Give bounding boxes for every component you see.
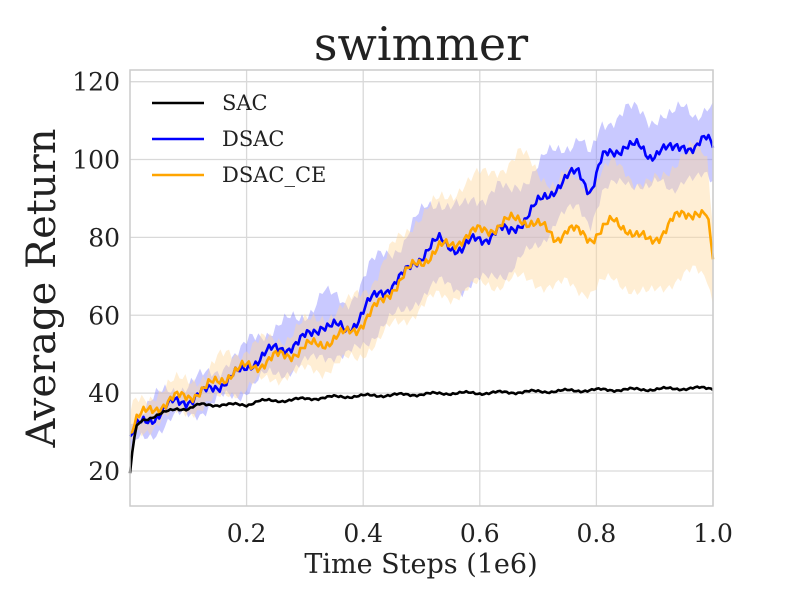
y-tick-label: 40 bbox=[88, 379, 120, 408]
y-tick-label: 20 bbox=[88, 457, 120, 486]
y-tick-label: 120 bbox=[72, 68, 120, 97]
x-tick-label: 0.6 bbox=[460, 519, 500, 548]
x-tick-label: 1.0 bbox=[693, 519, 733, 548]
legend-label-dsac-ce: DSAC_CE bbox=[222, 163, 326, 187]
chart-title: swimmer bbox=[314, 17, 528, 71]
x-tick-label: 0.8 bbox=[577, 519, 617, 548]
legend: SAC DSAC DSAC_CE bbox=[152, 91, 326, 187]
line-dsac-ce bbox=[129, 209, 715, 435]
x-tick-label: 0.4 bbox=[343, 519, 383, 548]
y-axis-label: Average Return bbox=[19, 128, 65, 448]
y-tick-label: 100 bbox=[72, 146, 120, 175]
line-sac bbox=[128, 385, 714, 474]
confidence-bands bbox=[130, 101, 713, 454]
legend-label-sac: SAC bbox=[222, 91, 268, 115]
band-dsac bbox=[130, 101, 713, 454]
y-tick-label: 60 bbox=[88, 301, 120, 330]
x-tick-label: 0.2 bbox=[227, 519, 267, 548]
x-axis-label: Time Steps (1e6) bbox=[304, 549, 537, 580]
x-tick-labels: 0.2 0.4 0.6 0.8 1.0 bbox=[227, 519, 733, 548]
band-dsac-ce bbox=[130, 139, 713, 440]
y-tick-labels: 20 40 60 80 100 120 bbox=[72, 68, 120, 486]
grid bbox=[130, 70, 714, 506]
legend-label-dsac: DSAC bbox=[222, 127, 284, 151]
y-tick-label: 80 bbox=[88, 223, 120, 252]
series-lines bbox=[128, 133, 715, 474]
plot-frame bbox=[129, 69, 714, 507]
